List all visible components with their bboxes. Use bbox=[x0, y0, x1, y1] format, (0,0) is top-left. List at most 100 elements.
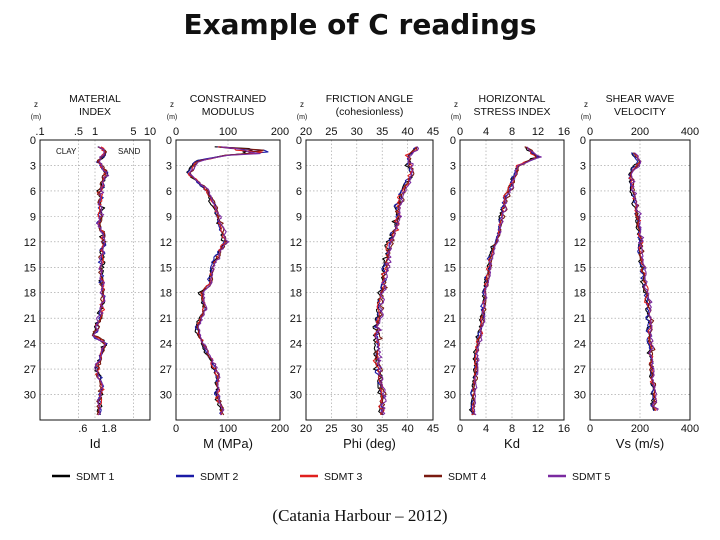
depth-tick-label: 21 bbox=[24, 313, 36, 325]
series-vs-5 bbox=[630, 152, 659, 412]
x-tick-label-top: 16 bbox=[558, 126, 570, 138]
legend-entry-3: SDMT 3 bbox=[300, 471, 362, 483]
x-tick-label-bottom: 0 bbox=[173, 423, 179, 435]
legend-entry-1: SDMT 1 bbox=[52, 471, 114, 483]
x-tick-label-top: 30 bbox=[351, 126, 363, 138]
series-id-1 bbox=[92, 146, 109, 416]
x-tick-label-bottom: 100 bbox=[219, 423, 237, 435]
x-axis-label-vs: Vs (m/s) bbox=[616, 436, 664, 451]
series-kd-1 bbox=[468, 146, 540, 416]
depth-tick-label: 6 bbox=[296, 186, 302, 198]
depth-tick-label: 6 bbox=[30, 186, 36, 198]
panel-title-kd: HORIZONTAL bbox=[479, 93, 546, 105]
series-id-5 bbox=[92, 146, 110, 416]
depth-tick-label: 15 bbox=[574, 262, 586, 274]
legend-label: SDMT 4 bbox=[448, 471, 486, 483]
depth-axis-unit: (m) bbox=[167, 114, 178, 121]
depth-tick-label: 30 bbox=[444, 390, 456, 402]
panel-frame bbox=[305, 139, 434, 421]
depth-tick-label: 0 bbox=[450, 135, 456, 147]
series-phi-3 bbox=[372, 146, 418, 415]
x-tick-label-top: 40 bbox=[401, 126, 413, 138]
depth-tick-label: 18 bbox=[574, 288, 586, 300]
panel-frame bbox=[39, 139, 151, 421]
depth-tick-label: 0 bbox=[296, 135, 302, 147]
x-tick-label-bottom: 0 bbox=[587, 423, 593, 435]
depth-axis-unit: (m) bbox=[297, 114, 308, 121]
panel-frame bbox=[175, 139, 281, 421]
x-tick-label-top: .1 bbox=[35, 126, 44, 138]
depth-tick-label: 21 bbox=[574, 313, 586, 325]
x-tick-label-top: 200 bbox=[631, 126, 649, 138]
x-tick-label-top: 25 bbox=[325, 126, 337, 138]
series-phi-2 bbox=[373, 146, 418, 416]
depth-tick-label: 12 bbox=[24, 237, 36, 249]
depth-tick-label: 18 bbox=[290, 288, 302, 300]
x-tick-label-bottom: 1.8 bbox=[101, 423, 116, 435]
panel-title-m: CONSTRAINED bbox=[190, 93, 267, 105]
x-tick-label-top: 0 bbox=[457, 126, 463, 138]
series-m-4 bbox=[189, 146, 265, 416]
x-tick-label-top: 45 bbox=[427, 126, 439, 138]
depth-tick-label: 12 bbox=[574, 237, 586, 249]
depth-tick-label: 24 bbox=[444, 339, 456, 351]
x-tick-label-top: 12 bbox=[532, 126, 544, 138]
depth-tick-label: 3 bbox=[166, 160, 172, 172]
panel-title-id: INDEX bbox=[79, 106, 111, 118]
x-tick-label-top: 35 bbox=[376, 126, 388, 138]
depth-tick-label: 30 bbox=[574, 390, 586, 402]
series-kd-5 bbox=[473, 146, 542, 416]
panel-frame bbox=[589, 139, 691, 421]
depth-tick-label: 15 bbox=[24, 262, 36, 274]
x-axis-label-m: M (MPa) bbox=[203, 436, 253, 451]
depth-tick-label: 3 bbox=[30, 160, 36, 172]
depth-axis-unit: (m) bbox=[451, 114, 462, 121]
depth-tick-label: 30 bbox=[24, 390, 36, 402]
depth-tick-label: 15 bbox=[290, 262, 302, 274]
depth-tick-label: 0 bbox=[580, 135, 586, 147]
annotation-clay: CLAY bbox=[56, 147, 77, 156]
x-tick-label-bottom: 35 bbox=[376, 423, 388, 435]
depth-tick-label: 15 bbox=[444, 262, 456, 274]
depth-axis-label: z bbox=[584, 100, 588, 109]
x-tick-label-top: 100 bbox=[219, 126, 237, 138]
x-axis-label-kd: Kd bbox=[504, 436, 520, 451]
depth-tick-label: 9 bbox=[296, 211, 302, 223]
x-tick-label-top: 1 bbox=[92, 126, 98, 138]
depth-tick-label: 9 bbox=[580, 211, 586, 223]
depth-tick-label: 27 bbox=[574, 364, 586, 376]
depth-tick-label: 12 bbox=[160, 237, 172, 249]
series-kd-2 bbox=[470, 146, 539, 416]
depth-tick-label: 24 bbox=[24, 339, 36, 351]
depth-tick-label: 6 bbox=[166, 186, 172, 198]
x-tick-label-bottom: 16 bbox=[558, 423, 570, 435]
x-tick-label-bottom: 400 bbox=[681, 423, 699, 435]
depth-tick-label: 3 bbox=[450, 160, 456, 172]
caption: (Catania Harbour – 2012) bbox=[272, 506, 448, 525]
panel-frame bbox=[459, 139, 565, 421]
legend-label: SDMT 1 bbox=[76, 471, 114, 483]
x-tick-label-top: 0 bbox=[587, 126, 593, 138]
depth-tick-label: 24 bbox=[160, 339, 172, 351]
panel-title-id: MATERIAL bbox=[69, 93, 121, 105]
depth-tick-label: 6 bbox=[450, 186, 456, 198]
series-phi-5 bbox=[374, 146, 420, 416]
depth-tick-label: 18 bbox=[444, 288, 456, 300]
x-tick-label-bottom: 200 bbox=[271, 423, 289, 435]
depth-tick-label: 21 bbox=[444, 313, 456, 325]
x-tick-label-top: 200 bbox=[271, 126, 289, 138]
depth-tick-label: 27 bbox=[444, 364, 456, 376]
depth-tick-label: 12 bbox=[290, 237, 302, 249]
depth-tick-label: 9 bbox=[30, 211, 36, 223]
x-tick-label-bottom: 12 bbox=[532, 423, 544, 435]
depth-tick-label: 27 bbox=[24, 364, 36, 376]
depth-tick-label: 24 bbox=[290, 339, 302, 351]
panel-phi: FRICTION ANGLE(cohesionless)z(m)20 25 30 35… bbox=[290, 93, 439, 451]
series-m-3 bbox=[187, 146, 263, 415]
depth-tick-label: 6 bbox=[580, 186, 586, 198]
depth-tick-label: 30 bbox=[160, 390, 172, 402]
